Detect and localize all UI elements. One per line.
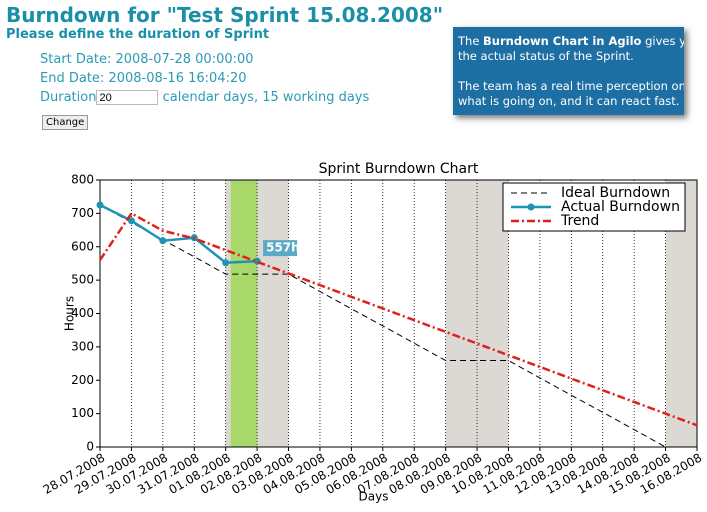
tip-line: what is going on, and it can react fast. [458,94,680,108]
data-point [159,237,167,245]
tip-line: The Burndown Chart in Agilo gives yo [458,34,684,49]
tip-text: gives yo [645,34,684,48]
tip-line: the actual status of the Sprint. [458,49,634,63]
duration-row: Duration calendar days, 15 working days [40,90,369,105]
data-point [127,217,135,225]
day-shade [225,180,258,447]
x-axis-label: Days [359,490,389,504]
y-tick-label: 700 [71,206,94,220]
plot-frame [99,179,698,448]
legend-label: Ideal Burndown [561,185,670,201]
duration-suffix: calendar days, 15 working days [162,90,370,105]
tip-line: The team has a real time perception on [458,79,684,93]
legend-label: Actual Burndown [561,199,680,215]
duration-label: Duration [40,90,97,105]
info-box: The Burndown Chart in Agilo gives yo the… [453,27,684,115]
legend-marker [527,203,535,211]
chart-title: Sprint Burndown Chart [319,161,479,177]
y-tick-label: 100 [71,406,94,420]
y-tick-label: 400 [71,306,94,320]
page-title: Burndown for "Test Sprint 15.08.2008" [6,3,444,27]
y-tick-label: 0 [86,440,94,454]
tip-text: The [458,34,484,48]
series-line [99,204,666,448]
data-point [96,201,104,209]
series-line [99,203,258,265]
change-button[interactable]: Change [42,115,89,130]
value-label-bg [263,240,298,257]
day-shade [445,180,509,447]
data-point [222,259,230,267]
start-date: Start Date: 2008-07-28 00:00:00 [40,52,254,67]
y-axis-label: Hours [63,296,77,331]
y-tick-label: 200 [71,373,94,387]
series-line [98,211,698,427]
y-tick-label: 800 [71,173,94,187]
y-tick-label: 500 [71,273,94,287]
green-edge [225,180,231,447]
day-shade [257,180,289,447]
tip-bold: Burndown Chart in Agilo [483,34,642,48]
subtitle: Please define the duration of Sprint [6,27,270,42]
value-label: 557h [266,241,300,255]
y-tick-label: 300 [71,339,94,353]
duration-input[interactable] [96,90,159,105]
legend-label: Trend [560,213,599,229]
y-tick-label: 600 [71,239,94,253]
end-date: End Date: 2008-08-16 16:04:20 [40,71,247,86]
